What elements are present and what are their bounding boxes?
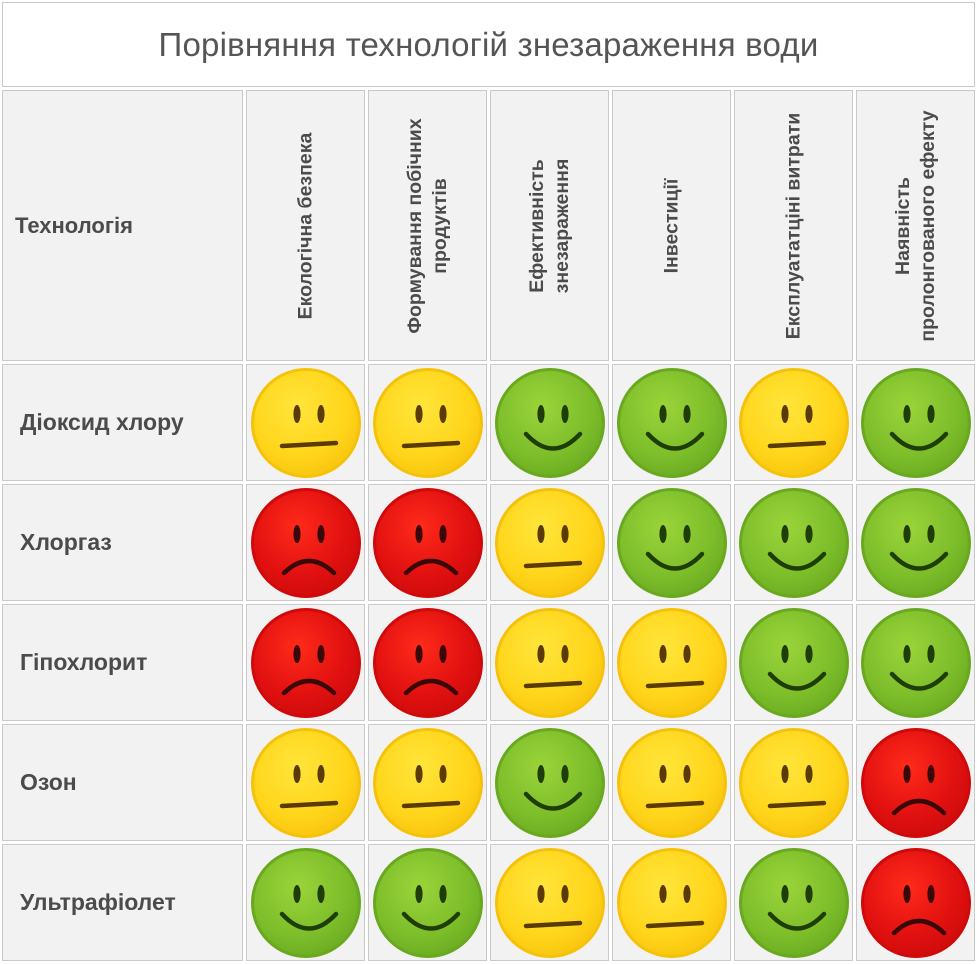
rating-cell xyxy=(368,364,487,481)
rating-cell xyxy=(612,724,731,841)
rating-cell xyxy=(368,484,487,601)
smiling-face-icon xyxy=(860,607,971,718)
rating-cell xyxy=(612,364,731,481)
smiling-face-icon xyxy=(738,487,849,598)
rating-cell xyxy=(368,724,487,841)
frowning-face-icon xyxy=(860,847,971,958)
row-label: Гіпохлорит xyxy=(2,604,243,721)
rating-cell xyxy=(246,844,365,961)
rating-cell xyxy=(490,844,609,961)
frowning-face-icon xyxy=(250,487,361,598)
smiling-face-icon xyxy=(372,847,483,958)
rating-cell xyxy=(856,364,975,481)
neutral-face-icon xyxy=(494,847,605,958)
rating-cell xyxy=(612,484,731,601)
rating-cell xyxy=(856,724,975,841)
column-header-label: Інвестиції xyxy=(660,178,682,273)
smiling-face-icon xyxy=(616,367,727,478)
smiling-face-icon xyxy=(738,607,849,718)
column-header-label: Експлуататціні витрати xyxy=(782,112,804,339)
neutral-face-icon xyxy=(372,367,483,478)
column-header: Інвестиції xyxy=(612,90,731,361)
smiling-face-icon xyxy=(494,727,605,838)
rating-cell xyxy=(734,604,853,721)
column-header-label: Формування побічних продуктів xyxy=(403,117,451,334)
frowning-face-icon xyxy=(860,727,971,838)
technology-header: Технологія xyxy=(2,90,243,361)
rating-cell xyxy=(856,604,975,721)
neutral-face-icon xyxy=(250,727,361,838)
smiling-face-icon xyxy=(494,367,605,478)
smiling-face-icon xyxy=(738,847,849,958)
rating-cell xyxy=(734,364,853,481)
neutral-face-icon xyxy=(738,367,849,478)
column-header: Ефективність знезараження xyxy=(490,90,609,361)
smiling-face-icon xyxy=(860,487,971,598)
rating-cell xyxy=(734,844,853,961)
neutral-face-icon xyxy=(738,727,849,838)
column-header-label: Наявність пролонгованого ефекту xyxy=(891,109,939,342)
rating-cell xyxy=(490,604,609,721)
rating-cell xyxy=(246,484,365,601)
row-label: Хлоргаз xyxy=(2,484,243,601)
rating-cell xyxy=(856,484,975,601)
row-label: Озон xyxy=(2,724,243,841)
neutral-face-icon xyxy=(372,727,483,838)
smiling-face-icon xyxy=(616,487,727,598)
column-header: Формування побічних продуктів xyxy=(368,90,487,361)
row-label: Ультрафіолет xyxy=(2,844,243,961)
rating-cell xyxy=(490,484,609,601)
rating-cell xyxy=(612,844,731,961)
frowning-face-icon xyxy=(372,487,483,598)
row-label: Діоксид хлору xyxy=(2,364,243,481)
rating-cell xyxy=(490,364,609,481)
rating-cell xyxy=(246,724,365,841)
rating-cell xyxy=(368,604,487,721)
column-header-label: Екологічна безпека xyxy=(294,132,316,319)
frowning-face-icon xyxy=(250,607,361,718)
neutral-face-icon xyxy=(616,847,727,958)
column-header-label: Ефективність знезараження xyxy=(525,158,573,293)
neutral-face-icon xyxy=(616,607,727,718)
neutral-face-icon xyxy=(616,727,727,838)
smiling-face-icon xyxy=(250,847,361,958)
neutral-face-icon xyxy=(494,607,605,718)
rating-cell xyxy=(612,604,731,721)
rating-cell xyxy=(246,364,365,481)
smiling-face-icon xyxy=(860,367,971,478)
rating-cell xyxy=(734,724,853,841)
column-header: Екологічна безпека xyxy=(246,90,365,361)
frowning-face-icon xyxy=(372,607,483,718)
column-header: Наявність пролонгованого ефекту xyxy=(856,90,975,361)
rating-cell xyxy=(246,604,365,721)
neutral-face-icon xyxy=(250,367,361,478)
column-header: Експлуататціні витрати xyxy=(734,90,853,361)
rating-cell xyxy=(734,484,853,601)
rating-cell xyxy=(856,844,975,961)
rating-cell xyxy=(368,844,487,961)
neutral-face-icon xyxy=(494,487,605,598)
table-title: Порівняння технологій знезараження води xyxy=(2,2,975,87)
rating-cell xyxy=(490,724,609,841)
